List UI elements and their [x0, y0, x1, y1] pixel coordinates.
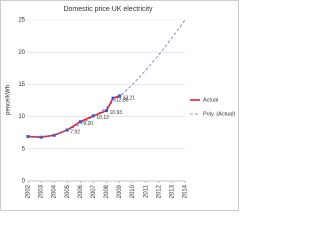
marker [91, 114, 95, 118]
chart-title: Domestic price UK electricity [63, 6, 153, 13]
chart: Domestic price UK electricity pence/kWh … [0, 0, 239, 211]
x-tick-label: 2005 [65, 184, 71, 198]
data-label: 7.92 [70, 129, 80, 135]
y-tick-label: 15 [18, 82, 25, 88]
y-tick-label: 5 [22, 146, 26, 152]
marker [78, 120, 82, 124]
data-label: 10.12 [96, 115, 109, 121]
y-tick-label: 0 [22, 179, 26, 185]
x-tick-label: 2009 [117, 184, 123, 198]
marker [26, 135, 30, 139]
data-label: 12.86 [116, 98, 129, 104]
data-label: 13.21 [123, 95, 136, 101]
marker [52, 133, 56, 137]
marker [105, 109, 108, 113]
x-tick-label: 2003 [39, 184, 45, 198]
x-tick-label: 2013 [169, 184, 175, 198]
frame [0, 0, 239, 211]
legend-label: Actual [203, 97, 218, 103]
x-tick-label: 2004 [52, 184, 58, 198]
x-tick-label: 2010 [130, 184, 136, 198]
y-tick-label: 20 [18, 50, 25, 56]
x-tick-label: 2014 [183, 184, 189, 198]
x-tick-label: 2011 [143, 184, 149, 198]
marker [39, 135, 43, 139]
y-tick-label: 25 [18, 18, 25, 24]
x-tick-label: 2012 [156, 184, 162, 198]
marker [118, 94, 122, 98]
y-tick-label: 10 [18, 114, 25, 120]
x-tick-label: 2006 [78, 184, 84, 198]
data-label: 9.20 [83, 121, 93, 127]
marker [111, 96, 115, 100]
x-tick-label: 2008 [104, 184, 110, 198]
y-axis-label: pence/kWh [6, 85, 12, 115]
series-line [27, 19, 186, 137]
data-label: 10.93 [110, 110, 123, 116]
x-tick-label: 2002 [26, 184, 32, 198]
x-tick-label: 2007 [91, 184, 97, 198]
legend-label: Poly. (Actual) [203, 111, 235, 117]
